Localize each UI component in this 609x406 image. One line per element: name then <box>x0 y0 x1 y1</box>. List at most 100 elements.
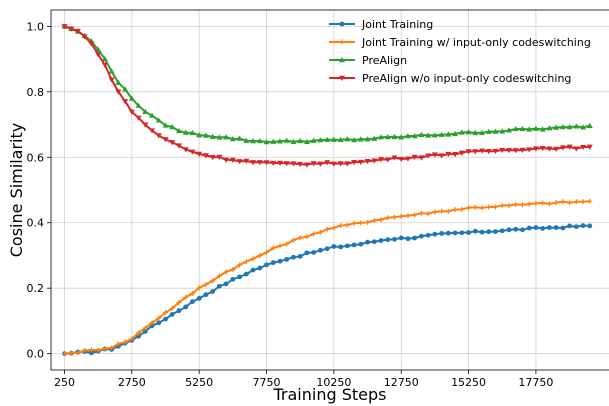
data-point <box>122 86 129 92</box>
data-point <box>89 350 94 356</box>
series-1 <box>62 223 593 357</box>
data-point <box>182 129 189 135</box>
data-point <box>573 146 580 152</box>
data-point <box>485 128 492 134</box>
legend-label: PreAlign w/o input-only codeswitching <box>362 72 571 85</box>
data-point <box>142 325 148 331</box>
data-point <box>411 133 418 139</box>
data-point <box>539 145 546 152</box>
data-point <box>445 208 451 214</box>
data-point <box>331 225 337 231</box>
data-point <box>81 34 88 40</box>
data-point <box>418 131 425 137</box>
data-point <box>404 156 411 162</box>
data-point <box>499 228 505 234</box>
data-point <box>277 258 283 264</box>
data-point <box>385 237 391 243</box>
data-point <box>540 226 546 231</box>
data-point <box>384 157 391 163</box>
data-point <box>68 26 75 32</box>
data-point <box>95 52 102 58</box>
y-tick-label: 0.4 <box>27 217 45 230</box>
data-point <box>438 153 445 159</box>
data-point <box>223 134 230 140</box>
data-point <box>553 200 559 206</box>
data-point <box>452 130 459 137</box>
data-point <box>196 132 203 138</box>
data-point <box>175 127 182 134</box>
data-point <box>344 161 351 167</box>
data-point <box>472 129 479 136</box>
data-point <box>512 125 519 132</box>
data-point <box>425 232 431 238</box>
data-point <box>560 199 566 205</box>
x-tick-label: 7750 <box>253 376 281 389</box>
data-point <box>405 236 411 242</box>
data-point <box>519 125 526 132</box>
data-point <box>297 235 303 241</box>
data-point <box>438 131 445 137</box>
data-point <box>378 134 385 140</box>
data-point <box>439 231 445 236</box>
data-point <box>303 138 310 145</box>
data-point <box>539 126 546 132</box>
data-point <box>216 154 223 160</box>
data-point <box>102 346 108 352</box>
data-point <box>169 124 176 130</box>
data-point <box>486 229 492 235</box>
data-point <box>155 133 162 139</box>
data-point <box>270 245 276 251</box>
data-point <box>270 160 277 167</box>
data-point <box>512 148 519 154</box>
data-point <box>163 316 168 322</box>
data-point <box>452 207 458 213</box>
data-point <box>257 253 263 259</box>
data-point <box>492 128 499 134</box>
data-point <box>331 244 337 249</box>
data-point <box>338 244 344 250</box>
data-point <box>432 231 438 237</box>
data-point <box>190 299 195 305</box>
data-point <box>465 149 472 155</box>
series-lines <box>61 23 593 357</box>
data-point <box>533 200 539 206</box>
x-tick-label: 12750 <box>384 376 419 389</box>
data-point <box>499 128 506 134</box>
data-point <box>142 108 149 115</box>
data-point <box>472 228 478 234</box>
data-point <box>378 157 385 163</box>
data-point <box>162 310 168 316</box>
data-point <box>540 200 546 206</box>
data-point <box>519 202 525 208</box>
data-point <box>351 137 358 143</box>
data-point <box>344 222 350 228</box>
data-point <box>492 148 499 155</box>
data-point <box>358 241 364 247</box>
data-point <box>263 139 270 145</box>
data-point <box>108 77 115 83</box>
data-point <box>499 147 506 154</box>
data-point <box>135 102 142 108</box>
data-point <box>519 147 526 153</box>
data-point <box>142 122 149 128</box>
data-point <box>458 129 465 135</box>
data-point <box>229 136 236 142</box>
data-point <box>351 242 357 248</box>
data-point <box>479 205 485 211</box>
data-point <box>223 157 230 163</box>
data-point <box>567 223 572 229</box>
data-point <box>169 305 175 311</box>
data-point <box>559 124 566 130</box>
data-point <box>412 235 418 241</box>
data-point <box>580 199 586 205</box>
data-point <box>276 160 283 166</box>
data-point <box>210 289 216 294</box>
data-point <box>101 55 108 62</box>
data-point <box>216 283 222 289</box>
data-point <box>586 122 593 128</box>
data-point <box>520 227 525 233</box>
data-point <box>203 292 209 298</box>
y-tick-label: 1.0 <box>27 20 45 33</box>
data-point <box>256 137 263 144</box>
